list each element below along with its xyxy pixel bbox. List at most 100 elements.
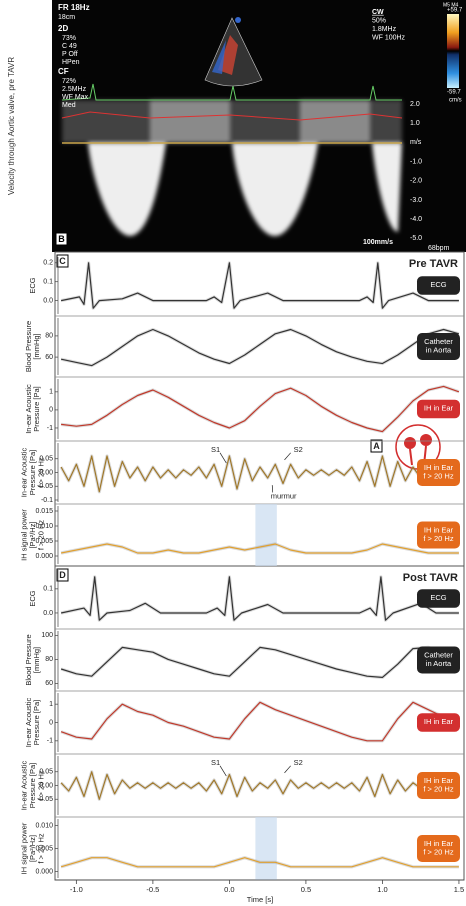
velocity-tick-label: -3.0 <box>410 197 422 204</box>
badge <box>417 772 460 799</box>
echo-setting: 2D <box>58 24 68 33</box>
echo-setting: CF <box>58 67 69 76</box>
echo-color-flow <box>212 40 226 74</box>
y-tick-label: -0.1 <box>41 497 53 504</box>
y-axis-label-line: In-ear Acoustic <box>24 697 33 747</box>
echo-marker <box>235 17 241 23</box>
y-tick-label: 0.015 <box>35 508 53 515</box>
y-tick-label: 0.1 <box>43 586 53 593</box>
velocity-tick-label: 1.0 <box>410 120 420 127</box>
badge-text: IH in Ear <box>424 839 454 848</box>
y-axis-label: IH signal power[Pa²/Hz]f > 20 Hz <box>20 509 46 561</box>
y-axis-label: ECG <box>28 590 37 606</box>
echo-trace <box>61 111 403 121</box>
annotation-arrow <box>284 765 291 774</box>
echo-setting: C 49 <box>62 43 77 50</box>
group-title: Post TAVR <box>403 572 458 584</box>
echo-setting: CW <box>372 9 384 16</box>
y-axis-label-line: f > 20 Hz <box>36 520 45 550</box>
badge-text: f > 20 Hz <box>423 784 453 793</box>
y-axis-label-line: In-ear Acoustic <box>20 760 29 810</box>
badge-text: IH in Ear <box>424 776 454 785</box>
y-axis-label: In-ear AcousticPressure [Pa] <box>24 697 41 747</box>
echo-setting: FR 18Hz <box>58 3 90 12</box>
y-tick-label: 1 <box>49 701 53 708</box>
annotation: murmur <box>271 491 297 500</box>
y-axis-label-line: Pressure [Pa] <box>32 700 41 745</box>
trace-band <box>60 384 460 434</box>
x-tick-label: -0.5 <box>146 885 159 894</box>
trace <box>60 771 460 800</box>
velocity-tick-label: 2.0 <box>410 101 420 108</box>
x-tick-label: 1.0 <box>377 885 387 894</box>
x-axis-label: Time [s] <box>247 895 273 904</box>
annotation-arrow <box>284 452 291 461</box>
y-tick-label: 80 <box>45 656 53 663</box>
velocity-tick-label: -2.0 <box>410 178 422 185</box>
badge <box>417 713 460 732</box>
y-axis-label: ECG <box>28 277 37 293</box>
echo-setting: WF Max <box>62 94 89 101</box>
y-tick-label: 1 <box>49 389 53 396</box>
y-tick-label: 0 <box>49 407 53 414</box>
velocity-tick-label: -5.0 <box>410 235 422 242</box>
badge-text: ECG <box>430 280 446 289</box>
trace <box>60 328 460 367</box>
y-axis-label: In-ear AcousticPressure [Pa]f > 20 Hz <box>20 447 46 497</box>
velocity-tick-label: -4.0 <box>410 216 422 223</box>
y-tick-label: 0.000 <box>35 868 53 875</box>
color-scale <box>447 14 459 88</box>
echo-setting: Med <box>62 102 76 109</box>
trace <box>60 262 459 309</box>
panel-label: D <box>59 570 66 580</box>
badge <box>417 399 460 419</box>
trace <box>60 576 459 621</box>
badge-text: Catheter <box>424 650 453 659</box>
x-tick-label: 0.0 <box>224 885 234 894</box>
echo-setting: 50% <box>372 17 386 24</box>
badge <box>417 835 460 862</box>
trace <box>61 385 460 433</box>
trace-band <box>60 700 460 743</box>
trace-band <box>59 770 460 801</box>
annotation-arrow <box>219 765 227 777</box>
y-axis-label-line: Pressure [Pa] <box>32 386 41 431</box>
badge <box>417 521 460 549</box>
heart-rate: 68bpm <box>428 245 450 252</box>
y-axis-label-line: In-ear Acoustic <box>20 447 29 497</box>
badge-text: in Aorta <box>426 345 452 354</box>
annotation: S1 <box>211 758 220 767</box>
badge-text: IH in Ear <box>424 717 454 726</box>
trace <box>60 543 459 554</box>
marker-label: A <box>373 441 380 451</box>
y-axis-label-line: ECG <box>28 590 37 606</box>
y-axis-label: In-ear AcousticPressure [Pa] <box>24 384 41 434</box>
trace <box>60 455 460 493</box>
badge-text: f > 20 Hz <box>423 847 453 856</box>
scale-unit: cm/s <box>449 98 462 104</box>
y-axis-label: IH signal power[Pa²/Hz]f > 20 Hz <box>20 822 46 874</box>
y-axis-label-line: [Pa²/Hz] <box>28 521 37 548</box>
y-tick-label: 0.05 <box>39 769 53 776</box>
y-tick-label: 0.0 <box>43 297 53 304</box>
echo-y-label: Velocity through Aortic valve, pre TAVR <box>7 57 16 196</box>
scale-bottom: -59.7 <box>447 90 461 96</box>
y-axis-label-line: Pressure [Pa] <box>28 450 37 495</box>
echo-panel: Velocity through Aortic valve, pre TAVR … <box>7 0 466 252</box>
badge <box>417 589 460 608</box>
y-tick-label: 0.005 <box>35 538 53 545</box>
y-axis-label-line: f > 20 Hz <box>36 770 45 800</box>
badge-text: IH in Ear <box>424 463 454 472</box>
highlight-window <box>255 504 277 566</box>
badge <box>417 333 460 360</box>
annotation: S2 <box>294 445 303 454</box>
badge-text: IH in Ear <box>424 404 454 413</box>
y-axis-label: In-ear AcousticPressure [Pa]f > 20 Hz <box>20 760 46 810</box>
y-axis-label-line: IH signal power <box>20 822 29 874</box>
earbud <box>404 437 416 449</box>
y-axis-label-line: [Pa²/Hz] <box>28 835 37 862</box>
trace-band <box>60 261 459 310</box>
y-axis-label: Blood Pressure[mmHg] <box>24 321 41 372</box>
echo-setting: 72% <box>62 78 76 85</box>
